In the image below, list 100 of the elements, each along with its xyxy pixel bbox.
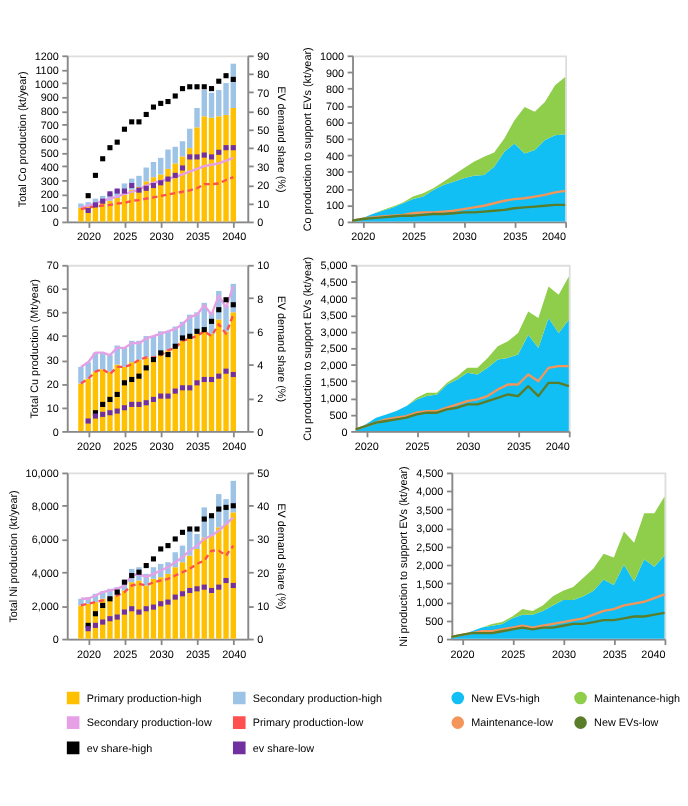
point bbox=[143, 185, 149, 191]
bar bbox=[201, 116, 207, 222]
point bbox=[223, 504, 229, 510]
point bbox=[158, 601, 164, 607]
point bbox=[121, 405, 128, 411]
point bbox=[107, 410, 113, 416]
bar bbox=[78, 605, 84, 639]
point bbox=[194, 84, 200, 90]
bar bbox=[78, 207, 84, 222]
point bbox=[201, 584, 207, 590]
point bbox=[114, 614, 120, 620]
point bbox=[129, 401, 135, 407]
point bbox=[129, 606, 135, 612]
point bbox=[223, 73, 229, 79]
point bbox=[216, 149, 222, 155]
line-series bbox=[79, 313, 235, 385]
point bbox=[223, 368, 229, 374]
point bbox=[208, 154, 215, 160]
point bbox=[92, 172, 98, 178]
point bbox=[194, 328, 200, 334]
point bbox=[165, 98, 171, 105]
point bbox=[194, 586, 200, 592]
point bbox=[100, 602, 106, 608]
point bbox=[194, 526, 200, 532]
point bbox=[187, 333, 193, 339]
point bbox=[230, 371, 236, 378]
point bbox=[172, 93, 178, 99]
bar bbox=[78, 383, 84, 431]
point bbox=[114, 391, 120, 397]
point bbox=[201, 376, 207, 383]
point bbox=[158, 100, 164, 106]
point bbox=[150, 556, 157, 562]
point bbox=[107, 396, 113, 402]
point bbox=[136, 569, 142, 575]
point bbox=[136, 119, 142, 125]
bar bbox=[216, 90, 222, 117]
point bbox=[201, 152, 207, 158]
line-series bbox=[79, 516, 235, 600]
point bbox=[158, 546, 164, 552]
point bbox=[187, 385, 193, 391]
point bbox=[216, 307, 222, 313]
line-series bbox=[79, 544, 235, 607]
point bbox=[179, 385, 186, 391]
point bbox=[194, 154, 200, 160]
point bbox=[223, 577, 229, 584]
point bbox=[208, 587, 215, 594]
bar bbox=[165, 149, 171, 169]
point bbox=[230, 503, 236, 509]
point bbox=[201, 327, 207, 333]
point bbox=[179, 165, 186, 171]
bar bbox=[150, 161, 157, 178]
bar bbox=[208, 92, 215, 118]
point bbox=[201, 84, 207, 90]
point bbox=[121, 579, 128, 585]
point bbox=[216, 584, 222, 590]
bar bbox=[107, 200, 113, 222]
point bbox=[194, 380, 200, 386]
point bbox=[85, 418, 91, 424]
point bbox=[129, 119, 135, 125]
point bbox=[201, 516, 207, 522]
point bbox=[230, 302, 236, 308]
bar bbox=[179, 340, 186, 431]
point bbox=[172, 536, 178, 542]
point bbox=[100, 156, 106, 162]
point bbox=[165, 393, 171, 399]
point bbox=[179, 591, 186, 597]
point bbox=[172, 343, 178, 349]
bar bbox=[165, 573, 171, 639]
bar bbox=[172, 347, 178, 431]
point bbox=[216, 78, 222, 84]
bar bbox=[121, 194, 128, 222]
point bbox=[216, 373, 222, 379]
point bbox=[136, 187, 142, 193]
point bbox=[150, 604, 157, 610]
point bbox=[150, 104, 157, 110]
point bbox=[121, 126, 128, 132]
point bbox=[92, 611, 98, 617]
point bbox=[100, 411, 106, 417]
bar bbox=[165, 350, 171, 431]
point bbox=[150, 357, 157, 363]
point bbox=[107, 145, 113, 151]
point bbox=[143, 606, 149, 612]
point bbox=[172, 594, 178, 600]
point bbox=[136, 609, 142, 615]
point bbox=[179, 529, 186, 535]
point bbox=[143, 563, 149, 569]
point bbox=[92, 622, 98, 628]
point bbox=[107, 596, 113, 602]
point bbox=[100, 619, 106, 625]
point bbox=[165, 176, 171, 182]
point bbox=[143, 111, 149, 118]
point bbox=[172, 172, 178, 178]
point bbox=[230, 76, 236, 82]
bar bbox=[114, 197, 120, 222]
point bbox=[216, 506, 222, 512]
point bbox=[230, 582, 236, 589]
point bbox=[179, 86, 186, 92]
point bbox=[129, 376, 135, 383]
bar bbox=[223, 114, 229, 222]
bar bbox=[187, 128, 193, 149]
